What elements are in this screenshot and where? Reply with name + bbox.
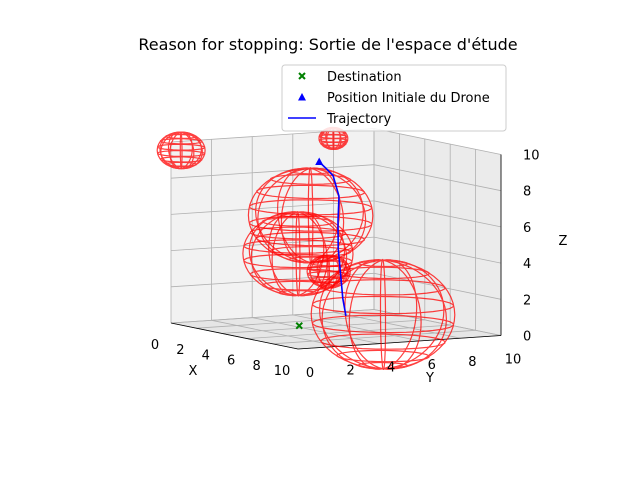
- sphere-meridian: [328, 254, 348, 289]
- sphere-meridian: [328, 255, 330, 289]
- obstacle-sphere: [156, 131, 206, 170]
- sphere-meridian: [297, 211, 301, 297]
- legend: Destination Position Initiale du Drone T…: [281, 64, 507, 132]
- grid-line: [272, 329, 476, 345]
- obstacle-sphere: [310, 258, 456, 370]
- grid-line: [292, 314, 420, 342]
- sphere-meridian: [169, 131, 182, 170]
- legend-initial-position-label: Position Initiale du Drone: [327, 91, 490, 106]
- grid-line: [170, 200, 375, 215]
- initial-position-marker: [315, 157, 324, 165]
- z-tick-label: 8: [523, 185, 531, 200]
- y-tick-label: 0: [306, 366, 314, 381]
- grid-line: [333, 311, 461, 339]
- z-axis-label: Z: [559, 234, 568, 249]
- z-tick-label: 6: [523, 221, 531, 236]
- grid-line: [373, 164, 502, 192]
- sphere-meridian: [257, 167, 311, 264]
- sphere-meridian: [271, 211, 299, 297]
- sphere-meridian: [321, 259, 384, 370]
- x-tick-label: 2: [176, 343, 184, 358]
- axis-panes: [171, 128, 501, 349]
- pane-back-y10: [374, 128, 501, 336]
- legend-box: [281, 64, 507, 132]
- legend-destination-stroke: [298, 72, 306, 80]
- z-tick-label: 2: [523, 293, 531, 308]
- grid-line: [170, 164, 375, 179]
- sphere-meridian: [181, 131, 194, 170]
- y-axis-label: Y: [425, 371, 434, 386]
- x-tick-label: 6: [227, 354, 235, 369]
- destination-marker-stroke: [295, 321, 303, 330]
- y-tick-label: 10: [505, 353, 522, 368]
- sphere-latitude: [336, 349, 430, 363]
- chart-title: Reason for stopping: Sortie de l'espace …: [138, 35, 517, 54]
- sphere-meridian: [310, 168, 314, 264]
- sphere-meridian: [382, 259, 445, 370]
- sphere-meridian: [295, 211, 299, 296]
- grid-line: [170, 236, 375, 251]
- sphere-meridian: [379, 258, 384, 369]
- sphere-meridian: [310, 167, 365, 264]
- trajectory-group: [295, 157, 347, 330]
- sphere-meridian: [160, 131, 182, 170]
- sphere-meridian: [180, 132, 183, 170]
- sphere-meridian: [318, 254, 329, 289]
- y-tick-label: 2: [346, 363, 354, 378]
- sphere-meridian: [309, 254, 329, 289]
- x-tick-label: 10: [274, 364, 291, 379]
- pane-back-x0: [171, 128, 374, 323]
- y-tick-label: 6: [428, 358, 436, 373]
- sphere-meridian: [328, 254, 340, 289]
- grid-line: [373, 200, 502, 228]
- grid-line: [373, 236, 502, 264]
- legend-trajectory-label: Trajectory: [326, 112, 391, 127]
- grid-line: [211, 319, 339, 347]
- grid-line: [196, 314, 400, 329]
- sphere-meridian: [297, 211, 325, 296]
- grid-line: [373, 128, 502, 155]
- x-tick-label: 4: [202, 348, 210, 363]
- z-tick-label: 4: [523, 257, 531, 272]
- x-tick-label: 0: [151, 338, 159, 353]
- sphere-meridian: [382, 259, 418, 370]
- z-tick-label: 10: [523, 149, 540, 164]
- sphere-meridian: [382, 260, 387, 370]
- sphere-meridian: [348, 259, 384, 370]
- y-tick-label: 8: [468, 355, 476, 370]
- x-axis-label: X: [189, 364, 198, 379]
- y-tick-label: 4: [387, 361, 395, 376]
- x-tick-label: 8: [252, 359, 260, 374]
- x-axis-line: [170, 322, 299, 350]
- trajectory-line: [318, 161, 347, 317]
- z-tick-label: 0: [523, 330, 531, 345]
- legend-initial-position-marker: [298, 93, 306, 101]
- destination-marker: [295, 321, 303, 330]
- grid-line: [252, 317, 380, 344]
- sphere-meridian: [307, 167, 312, 263]
- legend-destination-marker: [298, 72, 306, 80]
- sphere-meridian: [250, 211, 298, 297]
- sphere-meridian: [181, 131, 203, 170]
- legend-initial-position-triangle: [298, 93, 306, 101]
- legend-destination-label: Destination: [327, 70, 402, 85]
